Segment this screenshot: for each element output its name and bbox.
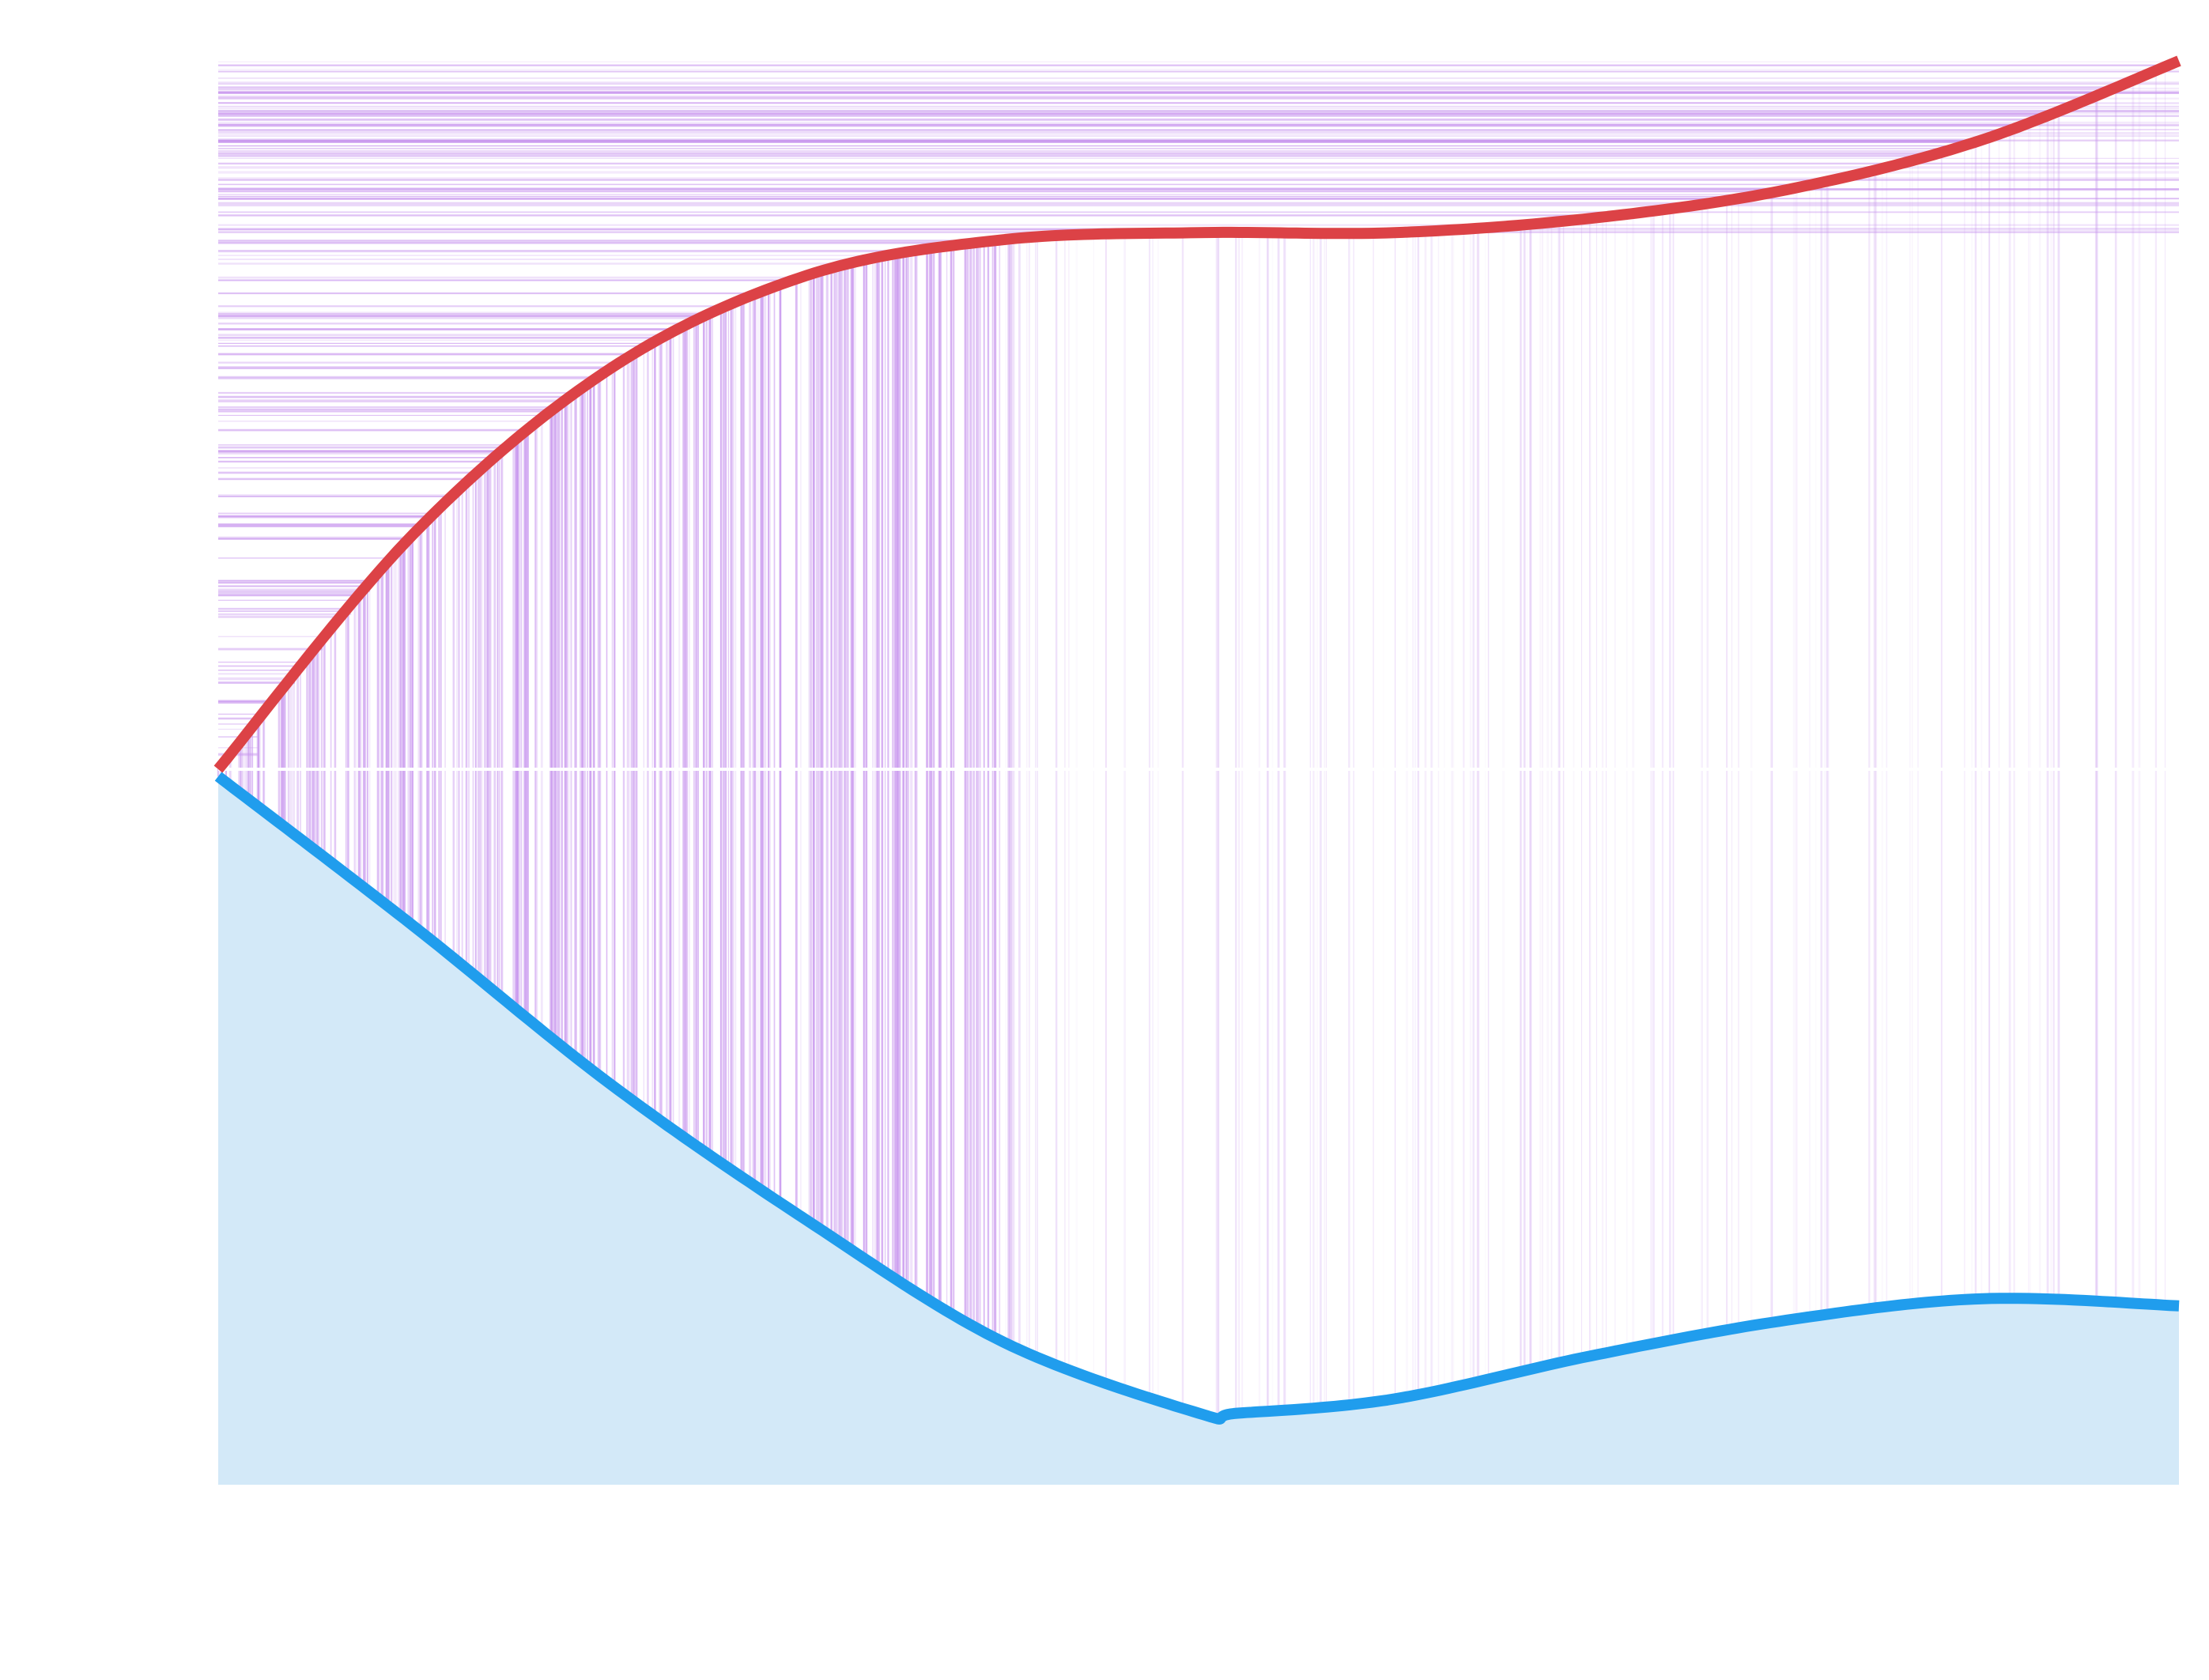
- blue-series-area: [218, 776, 2179, 1485]
- blue-series-line: [214, 772, 2181, 1425]
- background-texture: [217, 61, 2179, 1419]
- red-series-line: [213, 55, 2181, 773]
- area-fills: [218, 776, 2179, 1485]
- series-lines: [213, 55, 2181, 1425]
